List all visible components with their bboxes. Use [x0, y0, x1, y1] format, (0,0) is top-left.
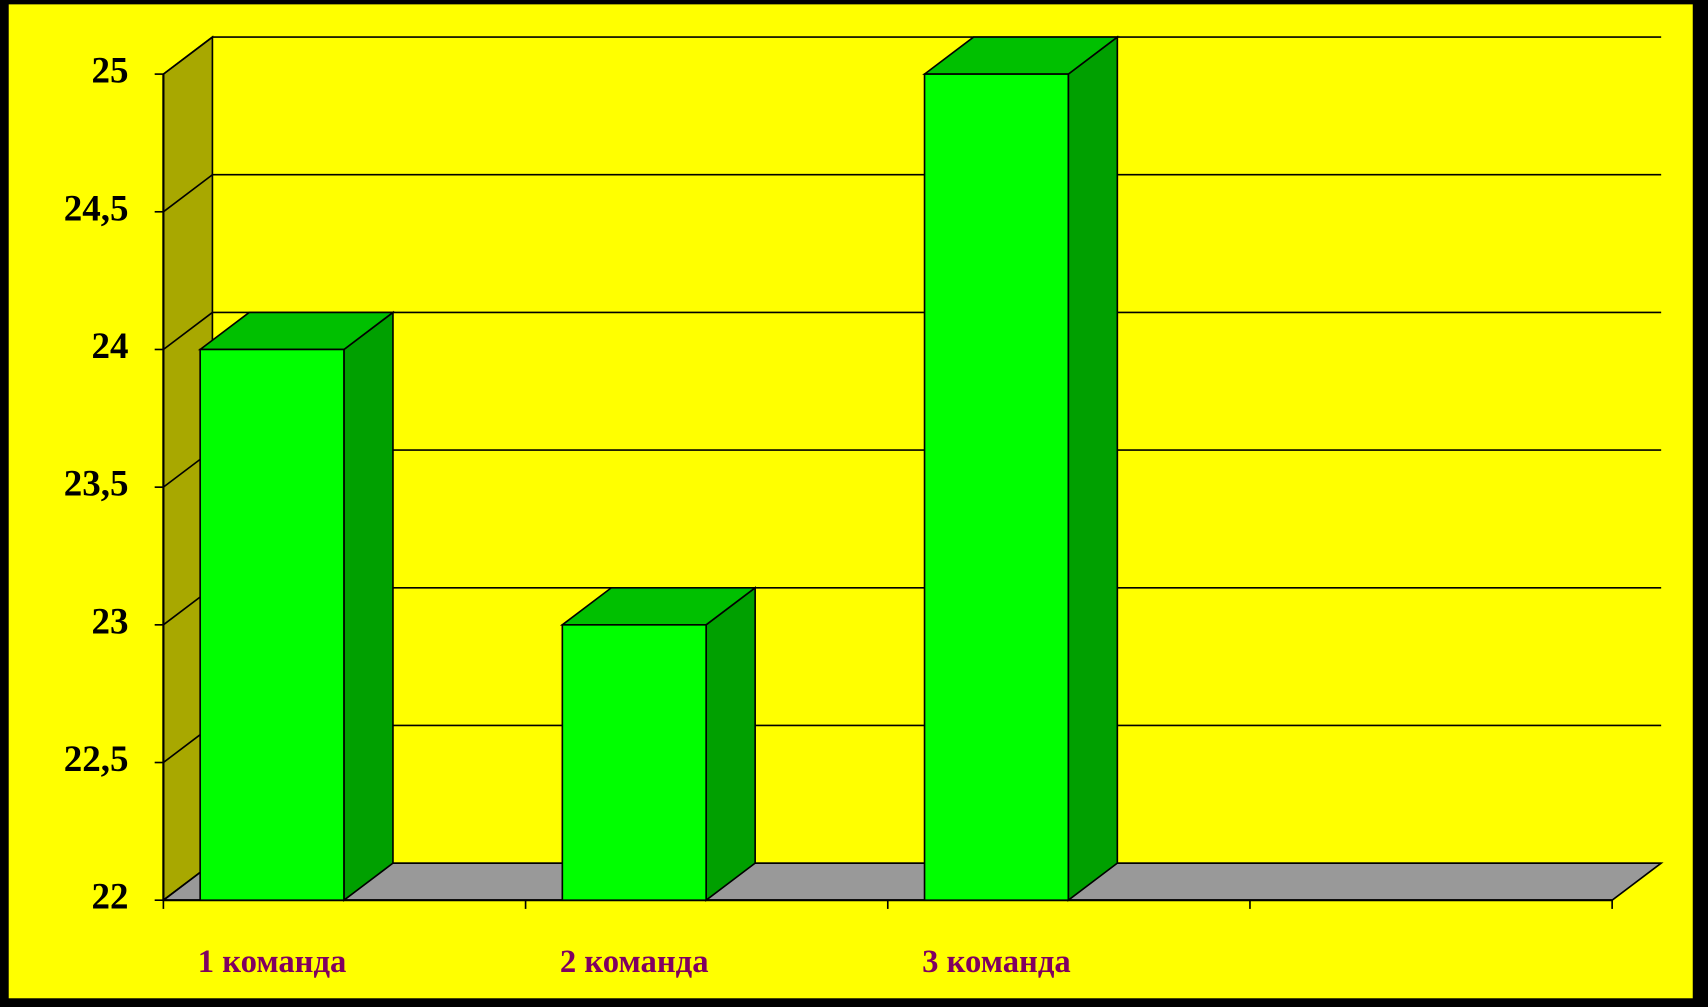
bar-side — [343, 310, 394, 902]
bar — [561, 624, 707, 902]
y-tick-label: 23 — [92, 601, 129, 642]
grid-line-wall — [162, 174, 213, 213]
y-tick-label: 23,5 — [64, 464, 129, 505]
y-tick-label: 24 — [92, 326, 129, 367]
bar-side — [705, 586, 756, 902]
y-tick-label: 25 — [92, 51, 129, 92]
bar-side — [1067, 35, 1119, 902]
y-tick-label: 24,5 — [64, 188, 129, 229]
x-tick-label: 1 команда — [198, 944, 347, 980]
floor — [160, 862, 1664, 902]
x-tick-label: 2 команда — [560, 944, 709, 980]
bar — [199, 348, 345, 902]
bar — [923, 73, 1070, 902]
plot-area: 22 22,5 23 23,5 24 24,5 25 1 команда 2 команда 3 … — [64, 35, 1664, 980]
y-tick-label: 22 — [92, 877, 129, 918]
grid-line-wall — [162, 311, 213, 351]
y-tick-label: 22,5 — [64, 739, 129, 780]
grid-line-wall — [162, 36, 213, 75]
x-tick-label: 3 команда — [922, 944, 1071, 980]
